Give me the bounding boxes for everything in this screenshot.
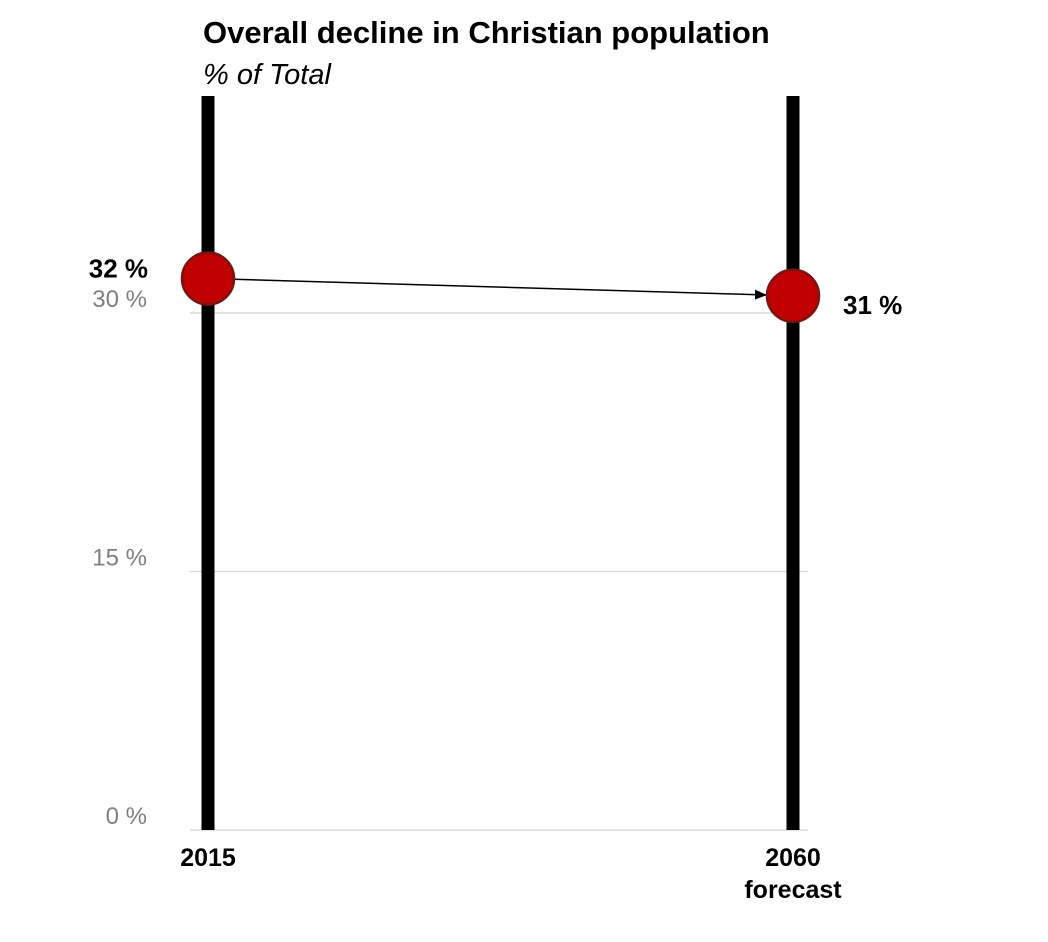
data-label-2060: 31 % — [843, 290, 902, 320]
data-markers — [180, 251, 821, 324]
chart-title: Overall decline in Christian population — [203, 15, 770, 50]
category-sublabel: forecast — [744, 876, 842, 904]
chart-subtitle: % of Total — [203, 59, 332, 91]
y-tick-label: 30 % — [92, 286, 147, 313]
connector-arrow — [233, 278, 768, 300]
data-label-2015: 32 % — [89, 254, 148, 284]
category-label: 2060 — [765, 844, 821, 872]
data-point-2060 — [765, 268, 821, 324]
y-tick-label: 0 % — [106, 803, 147, 830]
gridlines — [190, 312, 808, 831]
category-label: 2015 — [180, 844, 236, 872]
labels: 0 % 15 % 30 % 2015 2060 forecast 32 % 31 % — [89, 254, 903, 904]
y-tick-label: 15 % — [92, 545, 147, 572]
category-axes — [201, 96, 800, 830]
connectors — [233, 278, 768, 300]
data-point-2015 — [180, 251, 236, 306]
